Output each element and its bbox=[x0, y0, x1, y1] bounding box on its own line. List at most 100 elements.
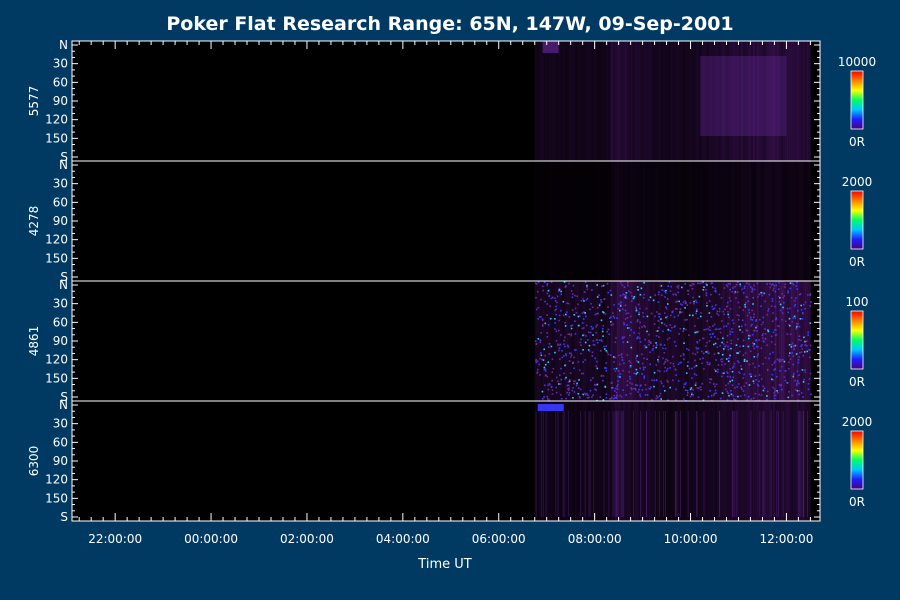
colorbar-min-label: 0R bbox=[849, 495, 865, 509]
speckle bbox=[615, 387, 617, 390]
speckle bbox=[792, 363, 795, 366]
speckle bbox=[639, 385, 642, 387]
speckle bbox=[540, 316, 542, 318]
speckle bbox=[615, 367, 618, 370]
data-column bbox=[772, 281, 775, 401]
speckle bbox=[544, 363, 547, 366]
speckle bbox=[684, 300, 687, 302]
speckle bbox=[648, 387, 651, 390]
speckle bbox=[800, 351, 803, 353]
data-column bbox=[610, 161, 613, 281]
data-column bbox=[596, 161, 599, 281]
speckle bbox=[613, 317, 616, 319]
speckle bbox=[721, 392, 724, 394]
speckle bbox=[623, 322, 625, 324]
speckle bbox=[745, 302, 747, 304]
speckle bbox=[622, 341, 625, 344]
speckle bbox=[574, 307, 577, 310]
speckle bbox=[591, 289, 593, 291]
speckle bbox=[609, 354, 612, 356]
speckle bbox=[594, 313, 597, 316]
speckle bbox=[617, 308, 620, 310]
speckle bbox=[809, 322, 812, 324]
speckle bbox=[725, 305, 728, 308]
streak bbox=[750, 411, 752, 517]
data-column bbox=[548, 401, 551, 521]
speckle bbox=[727, 313, 729, 316]
speckle bbox=[771, 300, 774, 303]
speckle bbox=[561, 349, 563, 352]
data-column bbox=[552, 281, 555, 401]
data-column bbox=[542, 281, 545, 401]
speckle bbox=[743, 285, 746, 288]
speckle bbox=[560, 378, 563, 381]
speckle bbox=[707, 352, 709, 354]
speckle bbox=[651, 398, 653, 401]
speckle bbox=[673, 316, 676, 318]
speckle bbox=[757, 346, 759, 348]
speckle bbox=[592, 394, 594, 396]
speckle bbox=[549, 317, 552, 320]
speckle bbox=[748, 334, 750, 337]
speckle bbox=[578, 396, 581, 398]
data-column bbox=[660, 281, 663, 401]
speckle bbox=[786, 333, 789, 335]
speckle bbox=[611, 381, 613, 384]
speckle bbox=[789, 333, 792, 336]
data-column bbox=[686, 41, 689, 161]
speckle bbox=[554, 297, 556, 299]
data-column bbox=[560, 401, 563, 521]
speckle bbox=[635, 307, 638, 310]
speckle bbox=[678, 300, 680, 303]
speckle bbox=[675, 399, 677, 401]
data-column bbox=[746, 281, 749, 401]
speckle bbox=[657, 313, 660, 315]
speckle bbox=[685, 328, 687, 331]
speckle bbox=[699, 282, 701, 285]
speckle bbox=[606, 330, 608, 333]
data-column bbox=[806, 161, 809, 281]
speckle bbox=[542, 398, 544, 400]
data-column bbox=[694, 161, 697, 281]
speckle bbox=[737, 338, 739, 340]
bright-patch bbox=[537, 404, 564, 411]
data-column bbox=[622, 281, 625, 401]
speckle bbox=[801, 344, 803, 346]
speckle bbox=[746, 399, 749, 401]
speckle bbox=[708, 326, 711, 328]
speckle bbox=[760, 292, 763, 294]
speckle bbox=[558, 329, 560, 332]
speckle bbox=[614, 356, 617, 359]
speckle bbox=[697, 330, 700, 333]
streak bbox=[603, 411, 605, 517]
speckle bbox=[569, 372, 572, 374]
data-column bbox=[668, 41, 671, 161]
speckle bbox=[691, 393, 693, 396]
speckle bbox=[661, 382, 663, 385]
speckle bbox=[771, 373, 774, 376]
speckle bbox=[771, 364, 774, 366]
data-column bbox=[666, 41, 669, 161]
speckle bbox=[739, 345, 741, 348]
data-column bbox=[638, 161, 641, 281]
streak bbox=[535, 411, 537, 517]
data-column bbox=[634, 401, 637, 521]
streak bbox=[807, 411, 808, 517]
speckle bbox=[723, 325, 725, 328]
data-column bbox=[754, 161, 757, 281]
speckle bbox=[568, 392, 571, 394]
data-column bbox=[800, 41, 803, 161]
speckle bbox=[706, 320, 709, 322]
data-column bbox=[590, 281, 593, 401]
speckle bbox=[579, 388, 582, 391]
speckle bbox=[766, 314, 769, 316]
speckle bbox=[548, 399, 550, 401]
speckle bbox=[617, 354, 620, 357]
speckle bbox=[730, 308, 732, 310]
speckle bbox=[738, 371, 740, 373]
data-column bbox=[648, 161, 651, 281]
speckle bbox=[735, 283, 738, 286]
speckle bbox=[567, 333, 570, 335]
speckle bbox=[560, 367, 562, 370]
